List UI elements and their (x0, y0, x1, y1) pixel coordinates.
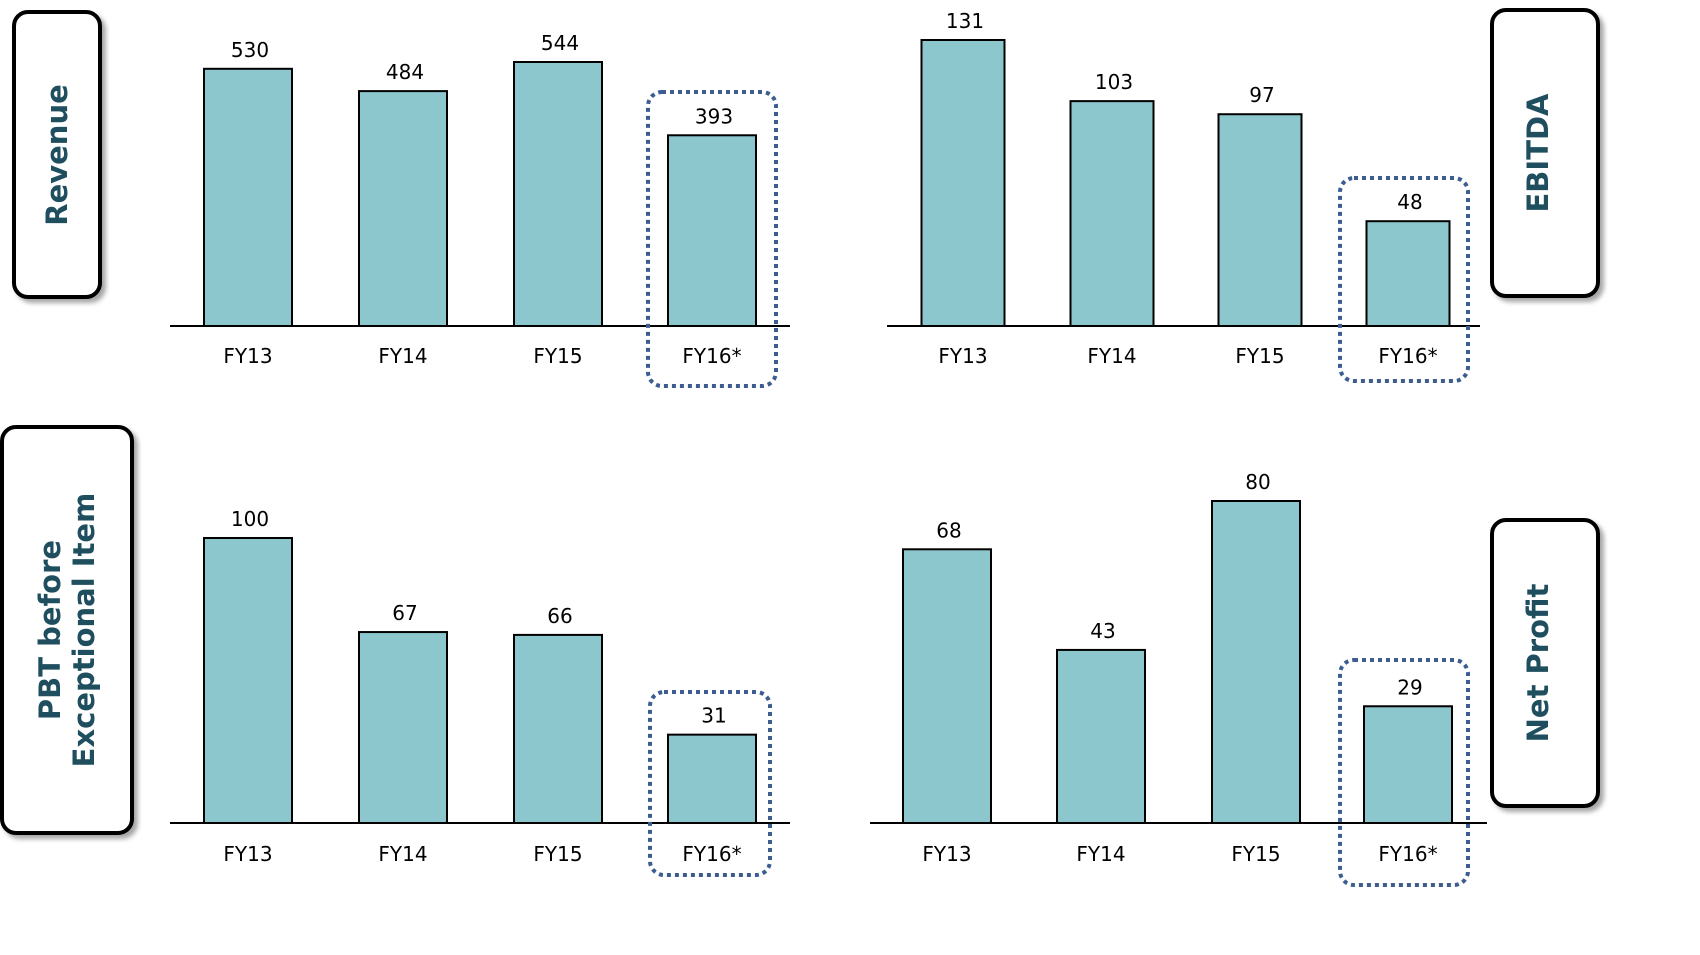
net-profit-category-label: FY13 (922, 842, 971, 866)
revenue-label-box: Revenue (12, 10, 102, 299)
net-profit-category-label: FY16* (1378, 842, 1437, 866)
ebitda-value-label: 97 (1249, 83, 1274, 107)
pbt-bar (203, 537, 293, 824)
ebitda-chart: 131 FY13 103 FY14 97 FY15 48 FY16* (887, 9, 1480, 383)
net-profit-category-label: FY14 (1076, 842, 1125, 866)
revenue-bar (667, 134, 757, 327)
revenue-bar (513, 61, 603, 327)
pbt-category-label: FY15 (533, 842, 582, 866)
net-profit-category-label: FY15 (1231, 842, 1280, 866)
revenue-chart: 530 FY13 484 FY14 544 FY15 393 FY16* (170, 31, 790, 388)
ebitda-bar (1217, 113, 1303, 327)
revenue-category-label: FY15 (533, 344, 582, 368)
ebitda-category-label: FY15 (1235, 344, 1284, 368)
revenue-category-label: FY14 (378, 344, 427, 368)
pbt-value-label: 100 (231, 507, 269, 531)
revenue-bar (203, 67, 293, 327)
net-profit-highlight-box (1338, 658, 1470, 887)
ebitda-category-label: FY13 (938, 344, 987, 368)
revenue-value-label: 544 (541, 31, 579, 55)
ebitda-bar (1365, 220, 1451, 327)
net-profit-bar (902, 548, 992, 824)
pbt-category-label: FY16* (682, 842, 741, 866)
ebitda-bar (1069, 100, 1155, 327)
net-profit-label-box: Net Profit (1490, 518, 1600, 808)
net-profit-bar (1211, 500, 1301, 824)
ebitda-bar (920, 39, 1006, 327)
pbt-chart: 100 FY13 67 FY14 66 FY15 31 FY16* (170, 507, 790, 877)
pbt-category-label: FY13 (223, 842, 272, 866)
pbt-bar (513, 633, 603, 825)
net-profit-value-label: 80 (1245, 470, 1270, 494)
ebitda-value-label: 103 (1095, 70, 1133, 94)
ebitda-category-label: FY14 (1087, 344, 1136, 368)
ebitda-highlight-box (1338, 176, 1470, 383)
pbt-category-label: FY14 (378, 842, 427, 866)
pbt-value-label: 66 (547, 604, 572, 628)
net-profit-value-label: 29 (1397, 675, 1422, 699)
pbt-label-box: PBT before Exceptional Item (0, 425, 134, 835)
ebitda-value-label: 48 (1397, 190, 1422, 214)
pbt-bar (358, 631, 448, 824)
revenue-value-label: 530 (231, 38, 269, 62)
revenue-category-label: FY13 (223, 344, 272, 368)
pbt-bar (667, 733, 757, 825)
revenue-category-label: FY16* (682, 344, 741, 368)
net-profit-bar (1056, 648, 1146, 824)
revenue-value-label: 393 (695, 104, 733, 128)
revenue-highlight-box (646, 90, 778, 388)
pbt-value-label: 67 (392, 601, 417, 625)
net-profit-bar (1363, 705, 1453, 825)
net-profit-chart: 68 FY13 43 FY14 80 FY15 29 FY16* (870, 470, 1487, 887)
ebitda-label-box: EBITDA (1490, 8, 1600, 298)
revenue-value-label: 484 (386, 60, 424, 84)
net-profit-value-label: 68 (936, 518, 961, 542)
ebitda-category-label: FY16* (1378, 344, 1437, 368)
net-profit-value-label: 43 (1090, 619, 1115, 643)
ebitda-value-label: 131 (946, 9, 984, 33)
pbt-highlight-box (648, 690, 772, 877)
pbt-value-label: 31 (701, 704, 726, 728)
revenue-bar (358, 90, 448, 327)
